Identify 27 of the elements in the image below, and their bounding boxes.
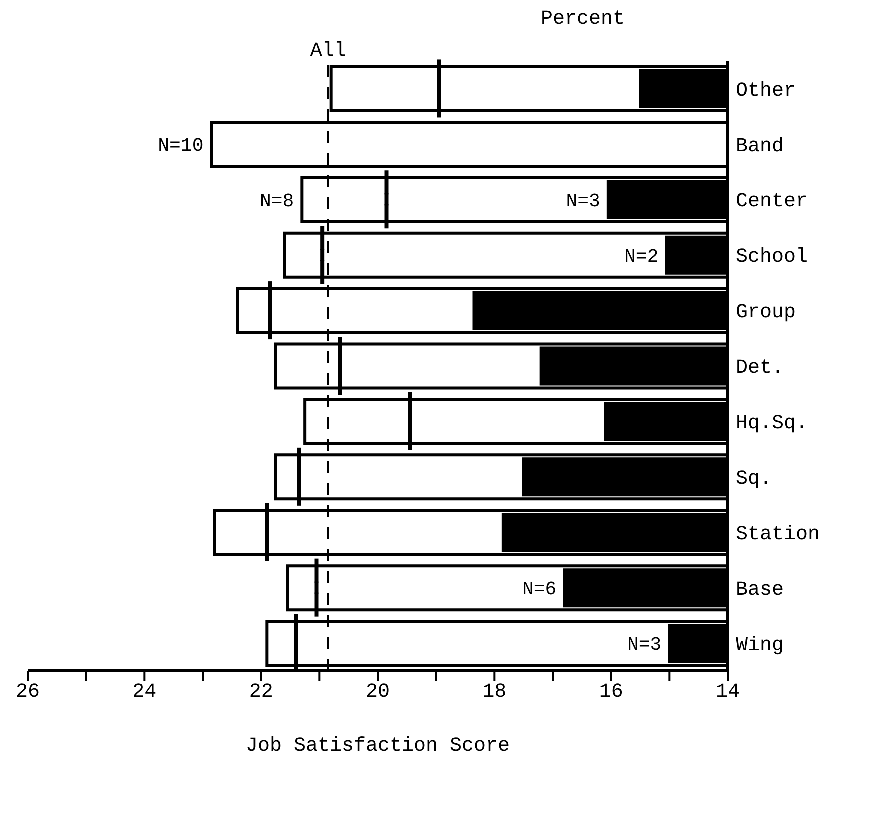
y-tick-label: Hq.Sq. bbox=[736, 412, 808, 436]
annotation: N=3 bbox=[627, 634, 662, 656]
ref-line-label: All bbox=[310, 40, 346, 63]
y-tick-label: Band bbox=[736, 135, 784, 158]
y-tick-label: Other bbox=[736, 80, 796, 103]
y-tick-label: Center bbox=[736, 190, 808, 214]
chart-title: Percent bbox=[540, 8, 626, 31]
annotation: N=2 bbox=[624, 246, 659, 268]
y-tick-label: Group bbox=[736, 302, 796, 325]
x-tick-label: 18 bbox=[482, 681, 507, 704]
x-tick-label: 26 bbox=[16, 681, 40, 704]
x-tick-label: 24 bbox=[132, 681, 157, 704]
y-tick-label: School bbox=[736, 246, 808, 270]
x-tick-label: 16 bbox=[599, 681, 624, 704]
y-tick-label: Base bbox=[736, 578, 784, 602]
annotation: N=6 bbox=[522, 578, 557, 601]
y-tick-label: Station bbox=[736, 523, 820, 546]
x-tick-label: 22 bbox=[249, 681, 274, 704]
y-tick-label: Wing bbox=[736, 634, 784, 658]
x-axis-title: Job Satisfaction Score bbox=[246, 735, 510, 758]
annotation: N=10 bbox=[158, 134, 204, 157]
y-tick-label: Sq. bbox=[736, 468, 772, 492]
annotation: N=3 bbox=[566, 190, 600, 212]
x-tick-label: 20 bbox=[366, 681, 390, 704]
x-tick-label: 14 bbox=[716, 681, 740, 704]
y-tick-label: Det. bbox=[736, 357, 784, 380]
annotation: N=8 bbox=[260, 190, 294, 212]
